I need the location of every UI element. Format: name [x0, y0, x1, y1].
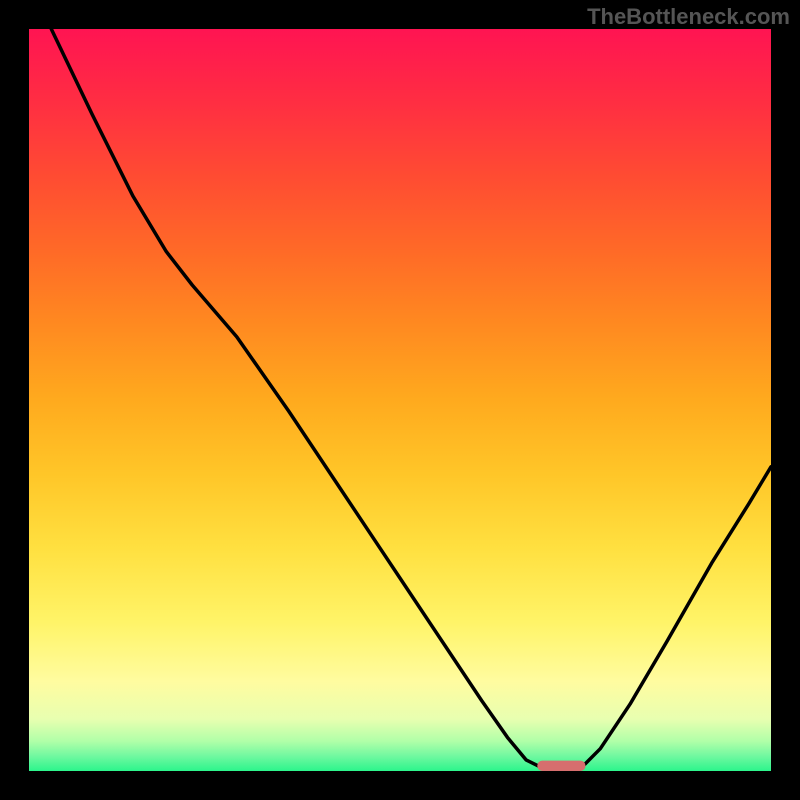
- watermark-text: TheBottleneck.com: [587, 4, 790, 30]
- optimal-marker: [537, 761, 585, 771]
- chart-svg: [29, 29, 771, 771]
- chart-container: TheBottleneck.com: [0, 0, 800, 800]
- gradient-background: [29, 29, 771, 771]
- plot-area: [29, 29, 771, 771]
